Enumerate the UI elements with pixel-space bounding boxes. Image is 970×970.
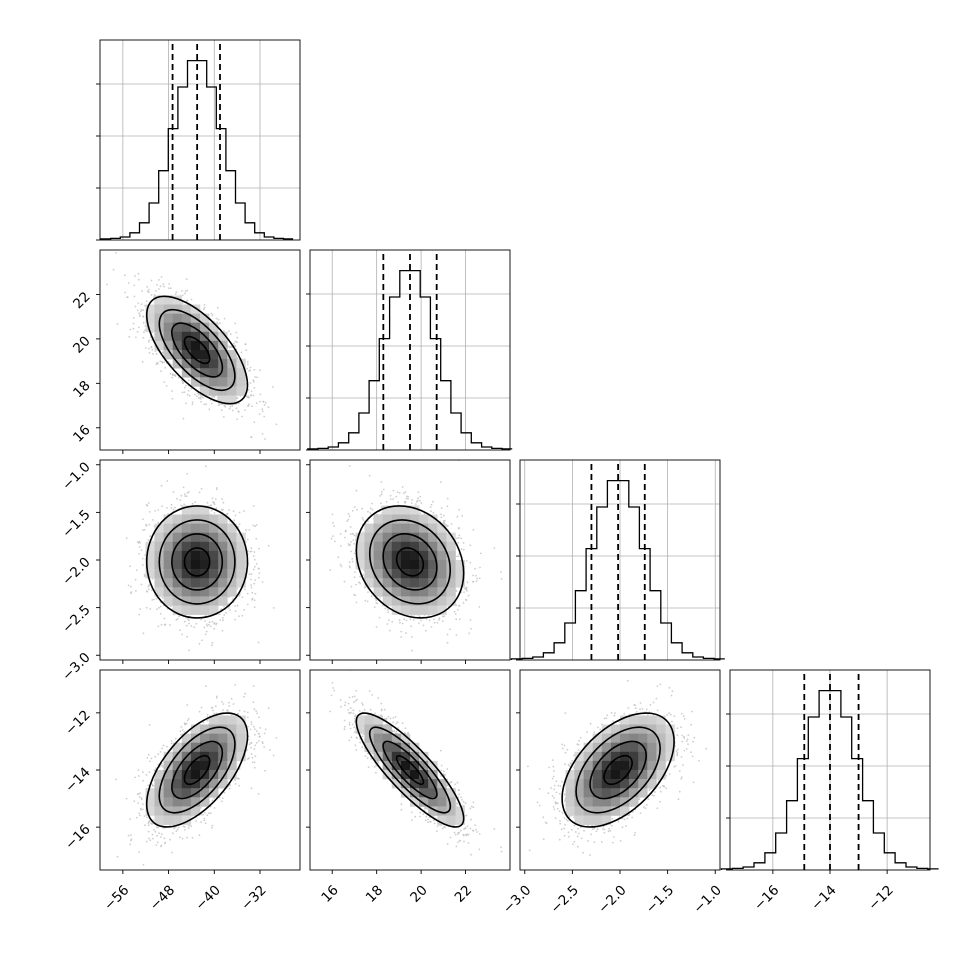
contour-level-2 <box>158 519 236 605</box>
x-tick-label: −2.0 <box>595 882 629 916</box>
x-tick-label: −12 <box>865 882 896 913</box>
contour-level-0 <box>183 754 211 786</box>
contour-level-0 <box>183 547 211 577</box>
y-tick-label: −3.0 <box>59 650 93 684</box>
x-tick-label: 18 <box>363 882 386 905</box>
contour-level-2 <box>158 308 236 392</box>
y-tick-label: −12 <box>62 707 93 738</box>
contour-level-0 <box>395 754 425 786</box>
x-tick-label: −2.5 <box>547 882 581 916</box>
x-tick-label: −3.0 <box>500 882 534 916</box>
contour-level-1 <box>171 322 224 378</box>
panel-content <box>115 684 300 866</box>
panel-background <box>100 40 300 240</box>
contour-level-1 <box>171 740 224 800</box>
scatter-panel-3-1 <box>306 669 511 874</box>
histogram-panel-0 <box>96 39 301 241</box>
scatter-panel-2-0 <box>96 459 301 664</box>
contour-level-0 <box>395 547 425 577</box>
contour-level-0 <box>183 335 211 365</box>
y-tick-label: 16 <box>70 422 93 445</box>
x-tick-label: −1.5 <box>643 882 677 916</box>
x-tick-label: −40 <box>192 882 223 913</box>
y-tick-label: −1.0 <box>59 459 93 493</box>
panel-frame <box>309 249 511 451</box>
scatter-panel-3-0 <box>96 669 301 874</box>
panel-frame <box>99 249 301 451</box>
panel-content <box>329 460 503 652</box>
histogram-bars-3 <box>720 689 939 870</box>
panel-content <box>329 670 503 856</box>
x-tick-label: −16 <box>751 882 782 913</box>
contour-level-1 <box>589 740 647 800</box>
x-tick-label: 20 <box>407 882 430 905</box>
contour-level-3 <box>145 712 249 828</box>
contour-level-1 <box>382 533 438 591</box>
histogram-panel-2 <box>510 459 725 661</box>
histogram-panel-1 <box>306 249 513 451</box>
panel-frame <box>99 39 301 241</box>
panel-content <box>106 252 278 440</box>
x-tick-label: −32 <box>238 882 269 913</box>
x-tick-label: 16 <box>318 882 341 905</box>
histogram-bars-1 <box>307 269 513 450</box>
contour-level-2 <box>368 519 452 605</box>
y-tick-label: −2.0 <box>59 554 93 588</box>
histogram-bars-2 <box>510 479 725 660</box>
x-tick-label: −14 <box>808 882 839 913</box>
scatter-panel-2-1 <box>306 459 511 664</box>
x-tick-label: −48 <box>147 882 178 913</box>
contour-level-3 <box>355 712 465 828</box>
contour-level-0 <box>603 754 633 786</box>
contour-level-1 <box>171 533 224 591</box>
scatter-panel-3-2 <box>516 669 721 874</box>
histogram-bars-0 <box>100 59 294 240</box>
x-tick-label: −56 <box>101 882 132 913</box>
y-tick-label: −16 <box>62 821 93 852</box>
contour-level-3 <box>561 712 675 828</box>
contour-level-2 <box>158 726 236 814</box>
histogram-panel-3 <box>720 669 939 871</box>
contour-level-3 <box>355 505 465 619</box>
y-tick-label: −1.5 <box>59 507 93 541</box>
panel-content <box>125 465 300 652</box>
y-tick-label: −14 <box>62 764 93 795</box>
contour-level-3 <box>145 295 249 405</box>
y-tick-label: 20 <box>70 333 93 356</box>
x-tick-label: −1.0 <box>690 882 724 916</box>
contour-level-2 <box>368 726 452 814</box>
contour-level-1 <box>382 740 438 800</box>
panel-frame <box>519 459 721 661</box>
scatter-panel-1-0 <box>96 249 301 454</box>
y-tick-label: 18 <box>70 378 93 401</box>
y-tick-label: −2.5 <box>59 602 93 636</box>
y-tick-label: 22 <box>70 289 93 312</box>
contour-level-2 <box>575 726 661 814</box>
x-tick-label: 22 <box>452 882 475 905</box>
panel-content <box>527 679 708 856</box>
contour-level-3 <box>145 505 249 619</box>
